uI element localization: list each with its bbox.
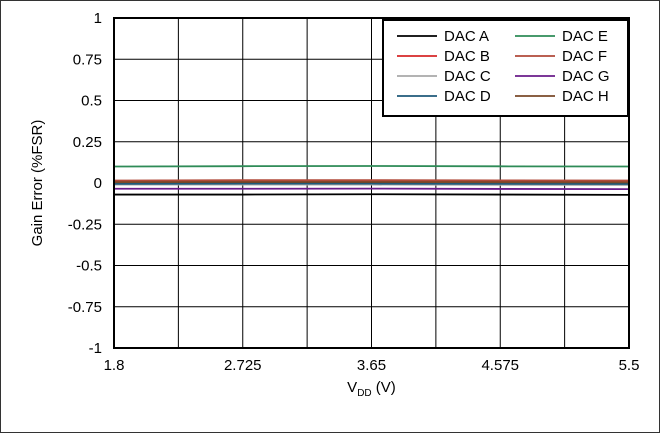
y-axis-label: Gain Error (%FSR) [29,120,46,247]
plot-border [113,17,630,349]
y-tick-label: 0 [94,175,102,192]
x-tick-label: 2.725 [224,357,262,374]
x-tick-label: 4.575 [481,357,519,374]
x-axis-label-main: V [347,379,357,396]
y-tick-label: 0.75 [73,51,102,68]
x-axis-label-subscript: DD [357,388,371,399]
y-tick-label: -0.75 [68,299,102,316]
legend-label-dac-c: DAC C [444,68,491,85]
y-tick-label: -0.25 [68,216,102,233]
y-tick-label: 1 [94,10,102,27]
legend-label-dac-g: DAC G [562,68,610,85]
y-tick-label: -1 [89,340,102,357]
x-axis-label: VDD (V) [347,379,396,399]
x-tick-label: 3.65 [357,357,386,374]
y-tick-labels: 1 0.75 0.5 0.25 0 -0.25 -0.5 -0.75 -1 [68,10,102,357]
series-line-dac-a [114,193,630,196]
legend-label-dac-a: DAC A [444,28,489,45]
legend-label-dac-b: DAC B [444,48,490,65]
y-tick-label: 0.25 [73,134,102,151]
x-axis-label-unit: (V) [372,379,396,396]
legend: DAC A DAC B DAC C DAC D DAC E DAC F DAC G DAC H [382,19,629,117]
y-tick-label: -0.5 [76,258,102,275]
series-lines [113,165,630,196]
legend-label-dac-h: DAC H [562,88,609,105]
legend-label-dac-d: DAC D [444,88,491,105]
legend-label-dac-f: DAC F [562,48,607,65]
legend-label-dac-e: DAC E [562,28,608,45]
x-tick-labels: 1.8 2.725 3.65 4.575 5.5 [104,357,640,374]
x-tick-label: 1.8 [104,357,125,374]
y-tick-label: 0.5 [81,93,102,110]
x-tick-label: 5.5 [619,357,640,374]
